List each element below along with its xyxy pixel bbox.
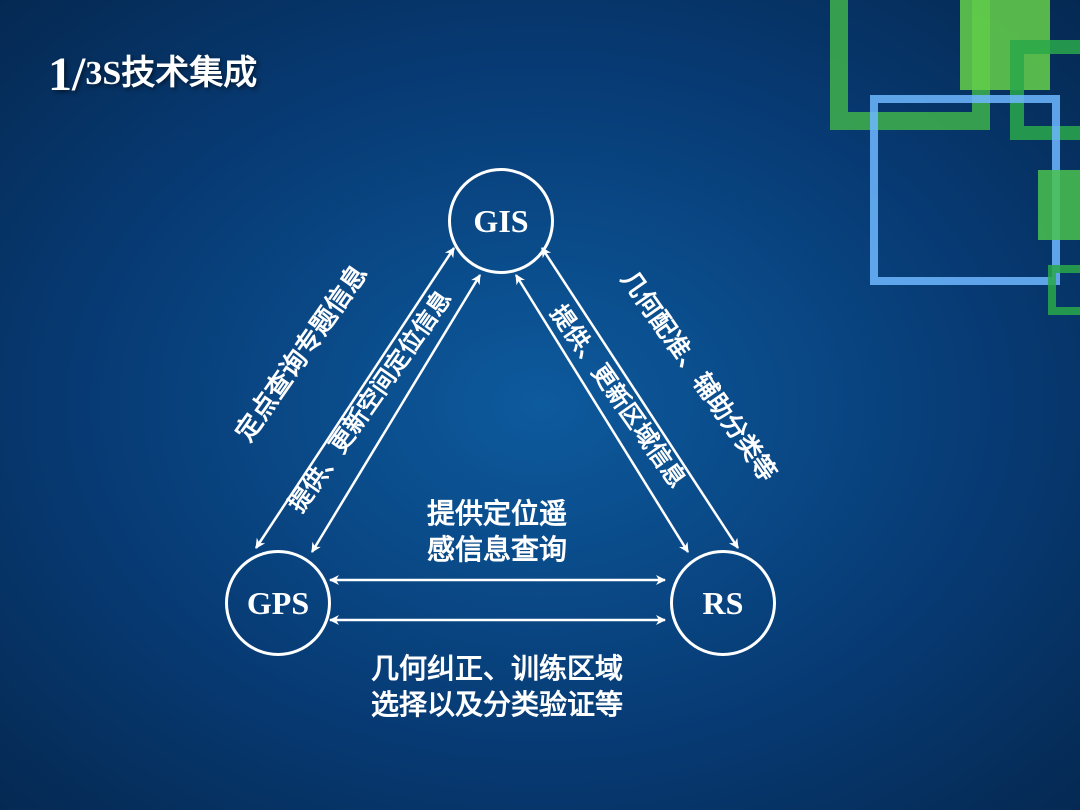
deco-square [1038,170,1080,240]
slide-title: 1/3S技术集成 [48,45,257,102]
edge-label: 几何纠正、训练区域选择以及分类验证等 [297,652,697,725]
title-prefix: 1/ [48,48,85,101]
slide: 1/3S技术集成 GISGPSRS 定点查询专题信息提供、更新空间定位信息几何配… [0,0,1080,810]
node-gis: GIS [448,168,554,274]
deco-square [870,95,1060,285]
edge-label: 提供定位遥感信息查询 [297,497,697,570]
title-text: 3S技术集成 [85,55,257,92]
deco-square [1048,265,1080,315]
